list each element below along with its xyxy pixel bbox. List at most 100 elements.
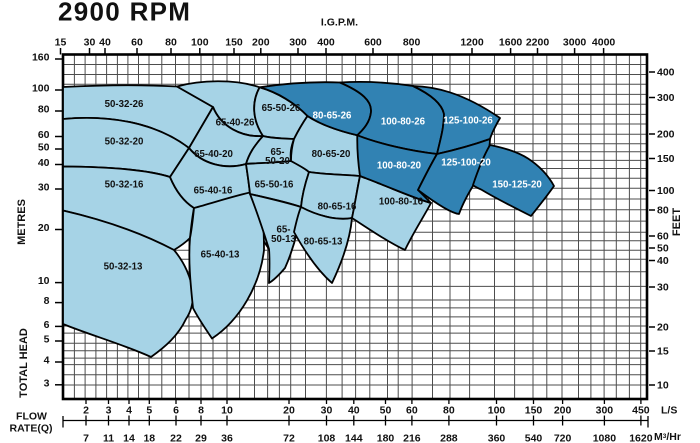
svg-text:20: 20 [283, 405, 295, 417]
svg-text:TOTAL HEAD: TOTAL HEAD [18, 328, 30, 398]
svg-text:M3/Hr: M3/Hr [654, 431, 681, 443]
svg-text:300: 300 [289, 37, 307, 49]
svg-text:50: 50 [380, 405, 392, 417]
svg-text:300: 300 [596, 405, 614, 417]
svg-text:65-50-16: 65-50-16 [255, 180, 294, 191]
svg-text:15: 15 [657, 346, 669, 358]
svg-text:450: 450 [632, 405, 650, 417]
svg-text:50-32-16: 50-32-16 [105, 180, 144, 191]
svg-text:10: 10 [221, 405, 233, 417]
svg-text:65-40-16: 65-40-16 [194, 186, 233, 197]
svg-text:150: 150 [525, 405, 543, 417]
svg-text:2200: 2200 [526, 37, 550, 49]
svg-text:1620: 1620 [629, 433, 653, 443]
svg-text:40: 40 [99, 37, 111, 49]
svg-text:3: 3 [106, 405, 112, 417]
svg-text:40: 40 [348, 405, 360, 417]
svg-text:4: 4 [44, 355, 50, 367]
svg-text:200: 200 [252, 37, 270, 49]
svg-text:180: 180 [377, 433, 395, 443]
svg-text:FEET: FEET [671, 208, 683, 236]
svg-text:30: 30 [38, 182, 50, 194]
svg-text:29: 29 [195, 433, 207, 443]
svg-text:720: 720 [554, 433, 572, 443]
svg-text:I.G.P.M.: I.G.P.M. [321, 17, 358, 29]
svg-text:5: 5 [146, 405, 152, 417]
svg-text:50-32-13: 50-32-13 [104, 262, 143, 273]
svg-text:1600: 1600 [499, 37, 523, 49]
svg-text:7: 7 [83, 433, 89, 443]
svg-text:80: 80 [657, 205, 669, 217]
svg-text:L/S: L/S [661, 405, 677, 417]
svg-text:18: 18 [143, 433, 155, 443]
svg-text:65-: 65- [270, 147, 284, 158]
svg-text:800: 800 [403, 37, 421, 49]
svg-text:216: 216 [403, 433, 421, 443]
svg-text:10: 10 [657, 380, 669, 392]
svg-text:1080: 1080 [593, 433, 617, 443]
svg-text:15: 15 [55, 37, 67, 49]
svg-text:20: 20 [657, 322, 669, 334]
svg-text:2900 RPM: 2900 RPM [58, 0, 191, 27]
svg-text:150: 150 [225, 37, 243, 49]
svg-text:60: 60 [657, 231, 669, 243]
svg-text:50-32-20: 50-32-20 [105, 137, 144, 148]
svg-text:150: 150 [657, 153, 675, 165]
svg-text:125-100-26: 125-100-26 [443, 116, 493, 127]
svg-text:20: 20 [38, 222, 50, 234]
svg-text:22: 22 [170, 433, 182, 443]
svg-text:50-13: 50-13 [271, 234, 296, 245]
svg-text:100: 100 [32, 83, 50, 95]
svg-text:160: 160 [32, 52, 50, 64]
svg-text:6: 6 [44, 319, 50, 331]
svg-text:100-80-26: 100-80-26 [381, 117, 426, 128]
svg-text:4000: 4000 [592, 37, 616, 49]
svg-text:80-65-26: 80-65-26 [313, 111, 352, 122]
svg-text:50: 50 [38, 142, 50, 154]
svg-text:50: 50 [657, 243, 669, 255]
svg-text:200: 200 [554, 405, 572, 417]
svg-text:108: 108 [318, 433, 336, 443]
svg-text:80: 80 [38, 104, 50, 116]
svg-text:65-40-13: 65-40-13 [201, 250, 240, 261]
svg-text:540: 540 [525, 433, 543, 443]
svg-text:80: 80 [165, 37, 177, 49]
svg-text:400: 400 [317, 37, 335, 49]
svg-text:FLOW: FLOW [16, 411, 47, 423]
svg-text:30: 30 [84, 37, 96, 49]
svg-text:4: 4 [126, 405, 132, 417]
svg-text:40: 40 [657, 255, 669, 267]
svg-text:100-80-20: 100-80-20 [377, 161, 421, 172]
svg-text:60: 60 [406, 405, 418, 417]
svg-text:14: 14 [123, 433, 135, 443]
svg-text:144: 144 [345, 433, 363, 443]
svg-text:65-: 65- [276, 225, 290, 236]
svg-text:8: 8 [44, 295, 50, 307]
svg-text:8: 8 [198, 405, 204, 417]
svg-text:2: 2 [83, 405, 89, 417]
svg-text:400: 400 [657, 67, 675, 79]
svg-text:1200: 1200 [460, 37, 484, 49]
svg-text:150-125-20: 150-125-20 [492, 180, 542, 191]
svg-text:288: 288 [440, 433, 458, 443]
svg-text:100-80-16: 100-80-16 [379, 197, 424, 208]
svg-text:40: 40 [38, 157, 50, 169]
svg-text:360: 360 [488, 433, 506, 443]
svg-text:100: 100 [488, 405, 506, 417]
svg-text:80-65-13: 80-65-13 [304, 237, 343, 248]
svg-text:72: 72 [283, 433, 295, 443]
svg-text:100: 100 [191, 37, 209, 49]
svg-text:300: 300 [657, 92, 675, 104]
svg-text:80: 80 [443, 405, 455, 417]
svg-text:30: 30 [321, 405, 333, 417]
svg-text:36: 36 [221, 433, 233, 443]
svg-text:3: 3 [44, 377, 50, 389]
svg-text:RATE(Q): RATE(Q) [10, 422, 53, 434]
svg-text:600: 600 [364, 37, 382, 49]
svg-text:60: 60 [38, 129, 50, 141]
svg-text:65-50-26: 65-50-26 [262, 103, 301, 114]
svg-text:11: 11 [103, 433, 114, 443]
svg-text:3000: 3000 [563, 37, 587, 49]
svg-text:65-40-20: 65-40-20 [194, 149, 233, 160]
svg-text:50-32-26: 50-32-26 [105, 99, 144, 110]
